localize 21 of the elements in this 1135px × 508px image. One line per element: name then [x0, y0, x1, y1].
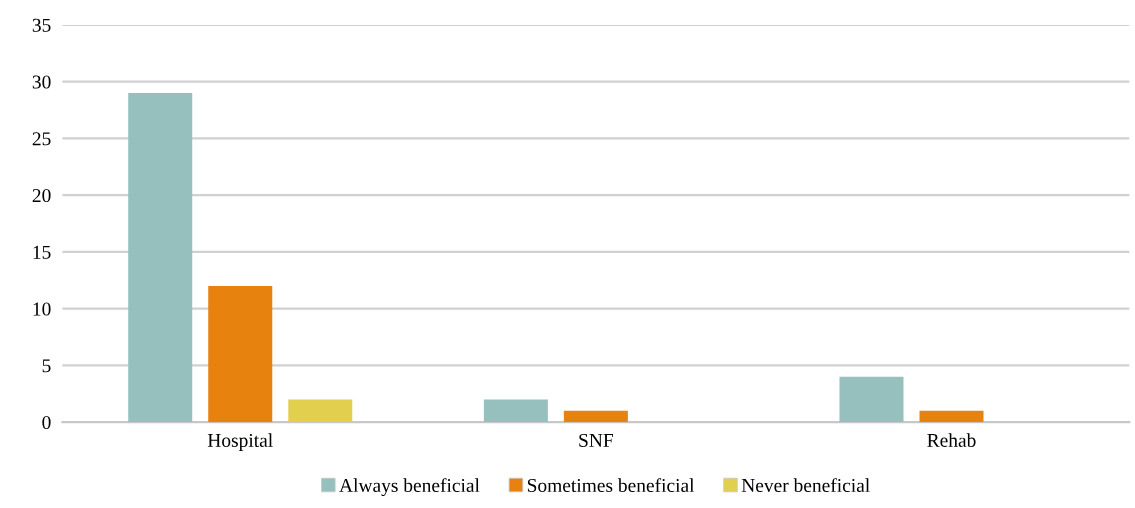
y-tick-label: 10 [33, 302, 51, 316]
legend-label: Never beneficial [741, 478, 870, 493]
y-tick-label: 20 [32, 188, 51, 203]
y-tick-label: 25 [32, 132, 51, 146]
bar [288, 399, 353, 423]
y-tick-label: 35 [32, 18, 51, 32]
bar [919, 410, 984, 423]
y-tick-label: 30 [32, 75, 51, 89]
x-tick-label: Rehab [927, 433, 976, 447]
x-tick-label: SNF [579, 433, 614, 447]
x-tick-label: Hospital [207, 433, 273, 451]
legend-label: Sometimes beneficial [527, 478, 695, 493]
y-tick-label: 15 [33, 245, 51, 259]
bar [839, 376, 904, 423]
bar [483, 399, 548, 423]
bar [563, 410, 628, 423]
bar [128, 92, 193, 423]
y-tick-label: 0 [42, 415, 51, 430]
y-tick-label: 5 [42, 359, 51, 373]
bar [208, 285, 273, 423]
legend-label: Always beneficial [339, 478, 480, 497]
